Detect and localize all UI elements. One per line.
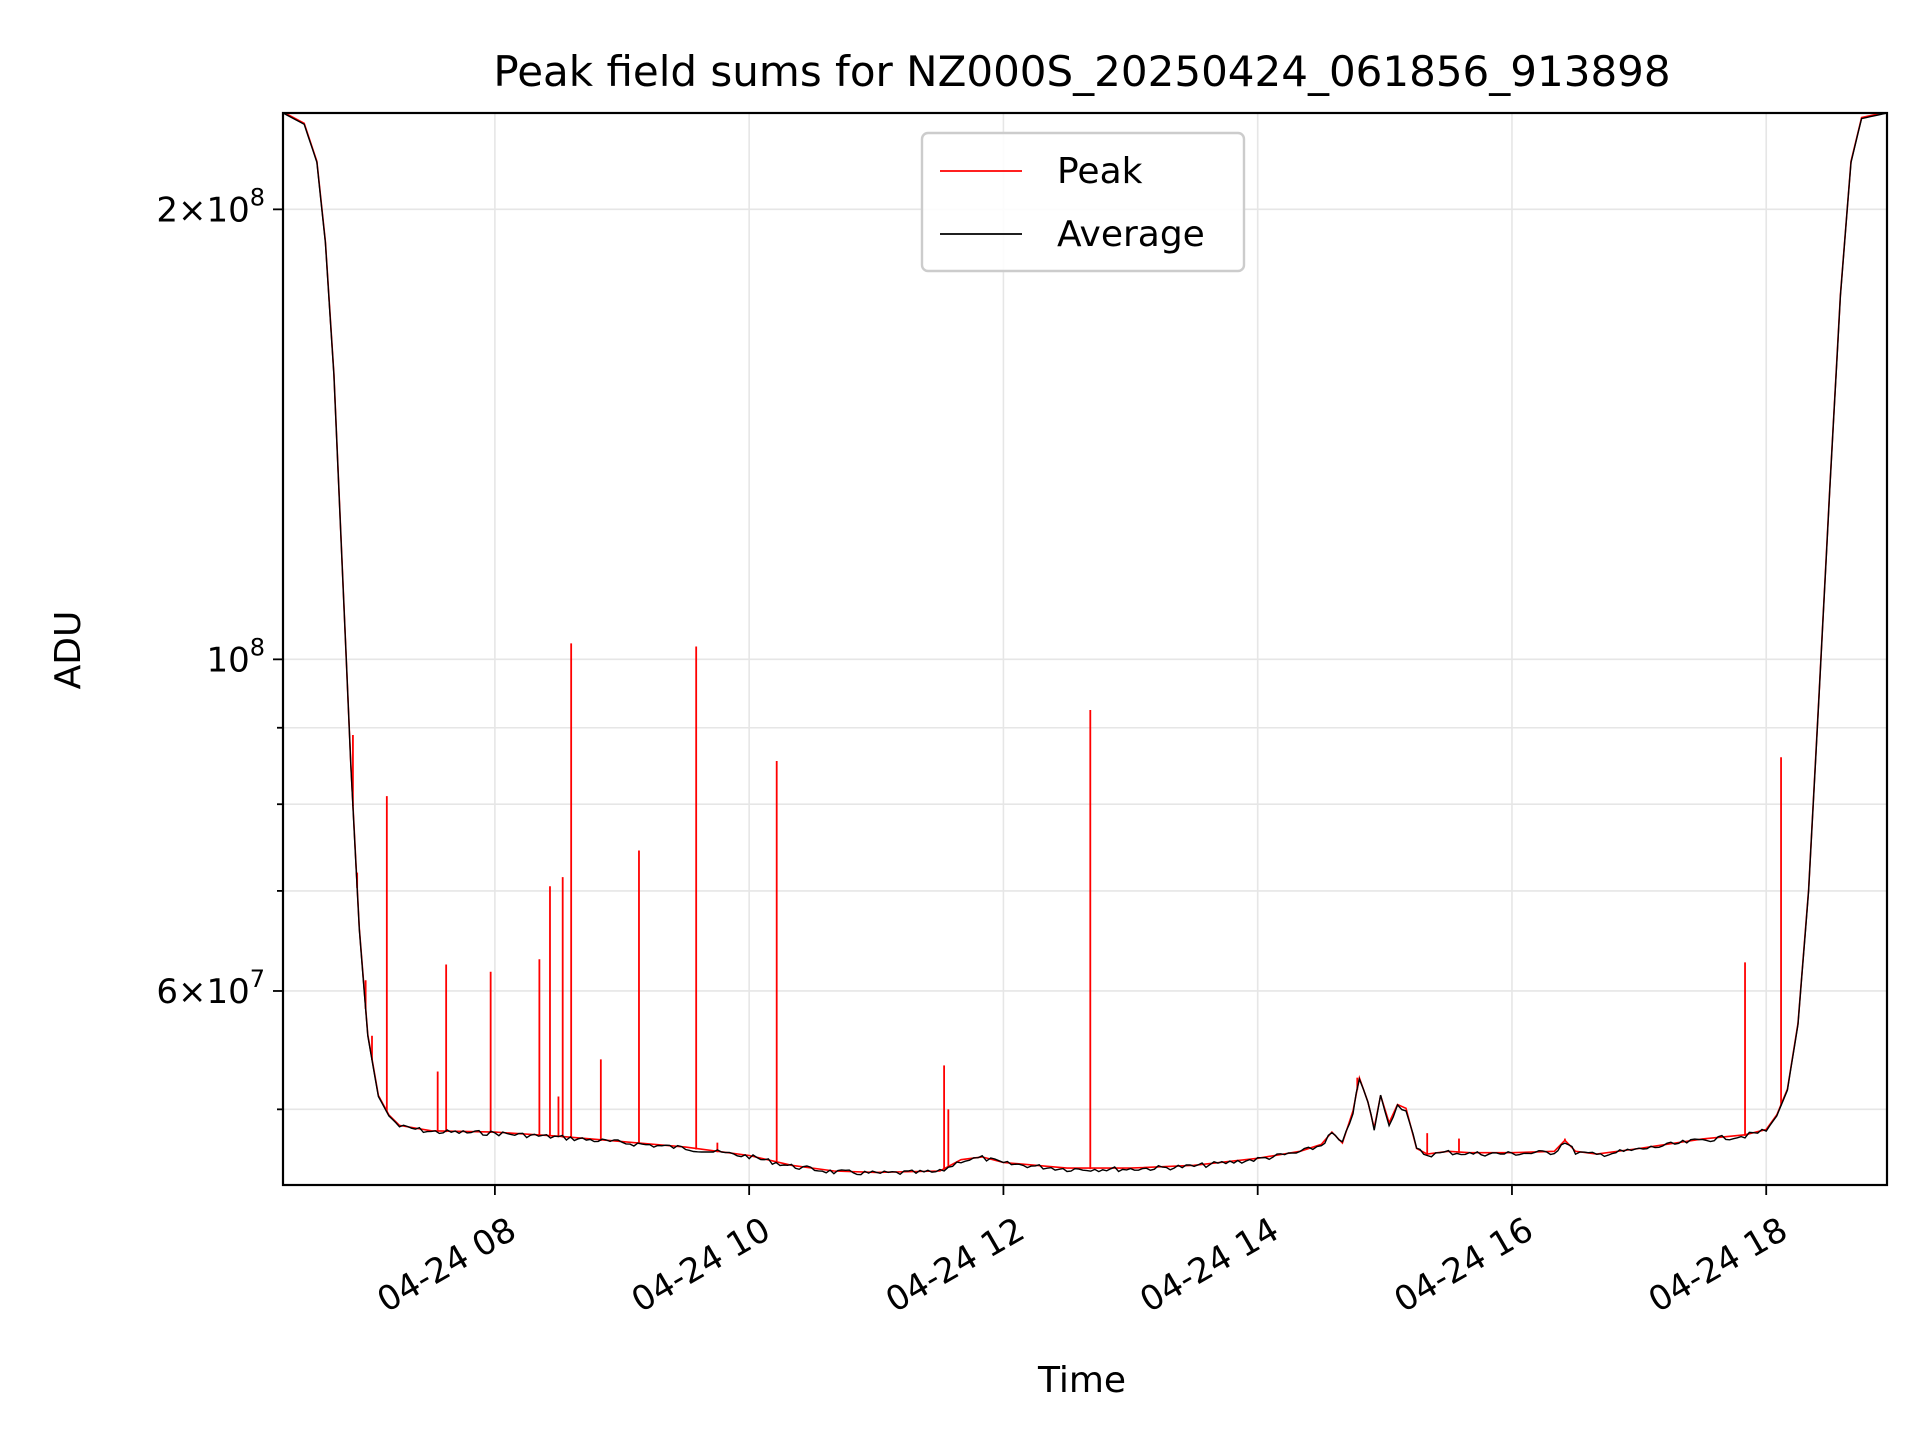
legend-label-peak: Peak — [1057, 151, 1143, 192]
chart-title: Peak field sums for NZ000S_20250424_0618… — [493, 47, 1670, 96]
y-axis-label: ADU — [48, 611, 89, 690]
x-axis-label: Time — [1037, 1360, 1126, 1401]
y-tick-label: 108 — [206, 633, 265, 680]
average-series-line — [283, 113, 1887, 1176]
legend: Peak Average — [920, 131, 1246, 273]
grid — [283, 113, 1887, 1185]
plot-area — [283, 113, 1887, 1176]
plot-frame — [281, 111, 1889, 1187]
legend-label-average: Average — [1057, 214, 1205, 255]
y-tick-label-exponent: 8 — [250, 633, 265, 661]
y-tick-label-base: 10 — [206, 640, 249, 680]
y-tick-label-base: 2×10 — [156, 190, 249, 230]
y-tick-label: 6×107 — [156, 965, 265, 1012]
y-tick-label-base: 6×10 — [156, 972, 249, 1012]
y-tick-label: 2×108 — [156, 183, 265, 230]
y-tick-label-exponent: 7 — [250, 965, 265, 993]
y-tick-label-exponent: 8 — [250, 183, 265, 211]
legend-box — [920, 131, 1246, 273]
